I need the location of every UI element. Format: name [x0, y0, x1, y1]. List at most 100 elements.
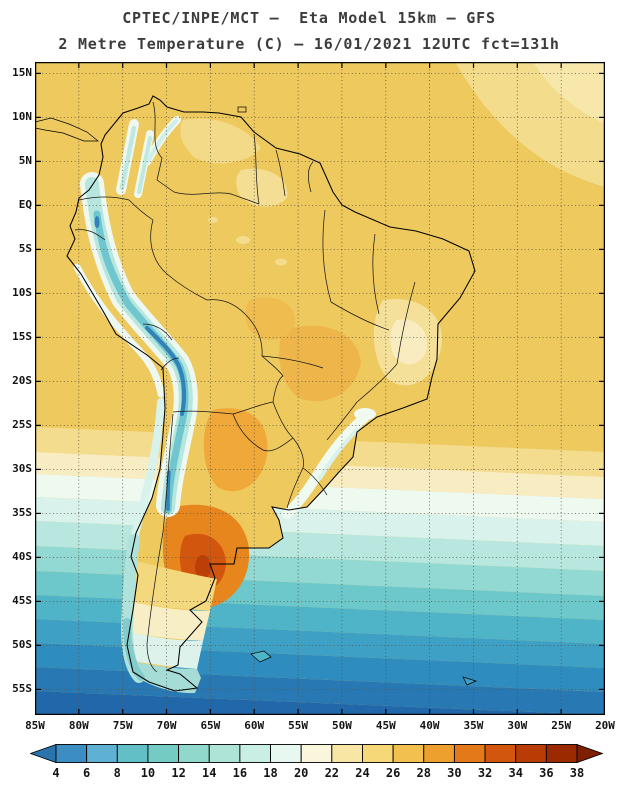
altiplano-cold-core [145, 326, 187, 416]
lon-label-45W: 45W [375, 719, 396, 732]
chaco-hot-patch [203, 408, 268, 492]
lat-label-50S: 50S [12, 638, 32, 652]
central-brazil-warm-patch [279, 325, 361, 402]
colorbar-tick-26: 26 [385, 766, 401, 780]
colorbar-cell [55, 744, 88, 763]
colorbar-tick-4: 4 [52, 766, 60, 780]
colorbar-cell [147, 744, 180, 763]
lon-label-80W: 80W [68, 719, 89, 732]
lat-label-5N: 5N [18, 154, 32, 168]
colorbar-tick-6: 6 [83, 766, 91, 780]
colorbar-cell [515, 744, 547, 763]
central-america-sliver [35, 117, 99, 142]
colorbar [30, 744, 603, 763]
south-georgia-island [462, 676, 477, 686]
lat-label-30S: 30S [12, 462, 32, 476]
lat-lon-grid [35, 62, 605, 715]
colorbar-cell [362, 744, 394, 763]
colorbar-cell [453, 744, 486, 763]
colorbar-tick-18: 18 [263, 766, 278, 780]
lon-label-30W: 30W [507, 719, 528, 732]
tierra-del-fuego-cyan [128, 660, 201, 694]
lat-label-55S: 55S [12, 682, 32, 696]
lat-label-EQ: EQ [18, 198, 32, 212]
lon-label-55W: 55W [288, 719, 308, 732]
colorbar-tick-24: 24 [355, 766, 370, 780]
lon-label-70W: 70W [156, 719, 177, 732]
colorbar-cell [208, 744, 241, 763]
se-brazil-coastal-cyan [318, 428, 359, 480]
se-brazil-coastal-cool [282, 412, 370, 519]
lon-label-40W: 40W [419, 719, 440, 732]
colorbar-cell [239, 744, 271, 763]
colorbar-tick-12: 12 [171, 766, 186, 780]
patagonia-pale-cyan-band [128, 632, 203, 669]
colorbar-cell [423, 744, 455, 763]
argentina-hottest-spot [195, 555, 211, 579]
guyana-highlands-patch [236, 168, 288, 207]
colorbar-cell [178, 744, 210, 763]
patagonia-cream-band [129, 602, 210, 641]
lat-label-25S: 25S [12, 418, 32, 432]
north-chile-coastal-cool [130, 398, 165, 544]
colorbar-arrow-high [576, 744, 603, 763]
colorbar-cell [116, 744, 149, 763]
title-line-2: 2 Metre Temperature (C) — 16/01/2021 12U… [58, 35, 560, 53]
lon-label-60W: 60W [244, 719, 265, 732]
colorbar-cell [484, 744, 517, 763]
amazon-pale-speck [236, 236, 250, 244]
lon-label-20W: 20W [595, 719, 615, 732]
lat-label-35S: 35S [12, 506, 32, 520]
colorbar-tick-14: 14 [202, 766, 217, 780]
colorbar-cell [300, 744, 333, 763]
colorbar-tick-10: 10 [140, 766, 156, 780]
colorbar-tick-22: 22 [324, 766, 340, 780]
colorbar-cell [545, 744, 578, 763]
lat-label-10N: 10N [12, 110, 32, 124]
colorbar-arrow-low [30, 744, 57, 763]
lat-label-10S: 10S [12, 286, 32, 300]
lon-label-50W: 50W [331, 719, 352, 732]
colorbar-tick-28: 28 [416, 766, 431, 780]
land-temperature-patches [128, 118, 442, 694]
colorbar-cell [392, 744, 425, 763]
fjords-cold [123, 618, 145, 681]
lat-label-20S: 20S [12, 374, 32, 388]
coastline [66, 95, 476, 692]
south-andes-cold-core [166, 470, 171, 511]
colorbar-tick-20: 20 [293, 766, 309, 780]
lat-label-40S: 40S [12, 550, 32, 564]
colorbar-tick-34: 34 [508, 766, 523, 780]
colorbar-tick-30: 30 [447, 766, 462, 780]
ecuador-cold-spot [94, 216, 100, 228]
venezuela-andes-core [146, 119, 178, 163]
colombia-andes-core [137, 136, 152, 194]
lon-label-25W: 25W [551, 719, 572, 732]
lon-label-35W: 35W [463, 719, 484, 732]
colorbar-tick-36: 36 [539, 766, 554, 780]
lon-label-65W: 65W [200, 719, 221, 732]
colorbar-cell [270, 744, 302, 763]
map-frame [35, 62, 605, 715]
falkland-islands [250, 650, 272, 663]
lat-label-15S: 15S [12, 330, 32, 344]
title-line-1: CPTEC/INPE/MCT — Eta Model 15km — GFS [122, 9, 496, 27]
colorbar-cell [331, 744, 363, 763]
trinidad-island [237, 106, 247, 113]
amazon-pale-speck [275, 258, 287, 266]
colombia-andes-core [119, 125, 137, 191]
colorbar-tick-8: 8 [113, 766, 121, 780]
east-brazil-cool-core [390, 319, 428, 365]
colorbar-tick-16: 16 [232, 766, 248, 780]
country-borders [74, 101, 416, 673]
llanos-pale-patch [180, 118, 261, 164]
amazon-pale-speck [208, 217, 218, 223]
andes-cold-strip [80, 116, 198, 517]
lon-label-75W: 75W [112, 719, 133, 732]
lat-label-15N: 15N [12, 66, 32, 80]
lat-label-45S: 45S [12, 594, 32, 608]
coastal-cold-currents [73, 263, 370, 683]
mato-grosso-warm-patch [245, 297, 296, 340]
lon-label-85W: 85W [25, 719, 45, 732]
